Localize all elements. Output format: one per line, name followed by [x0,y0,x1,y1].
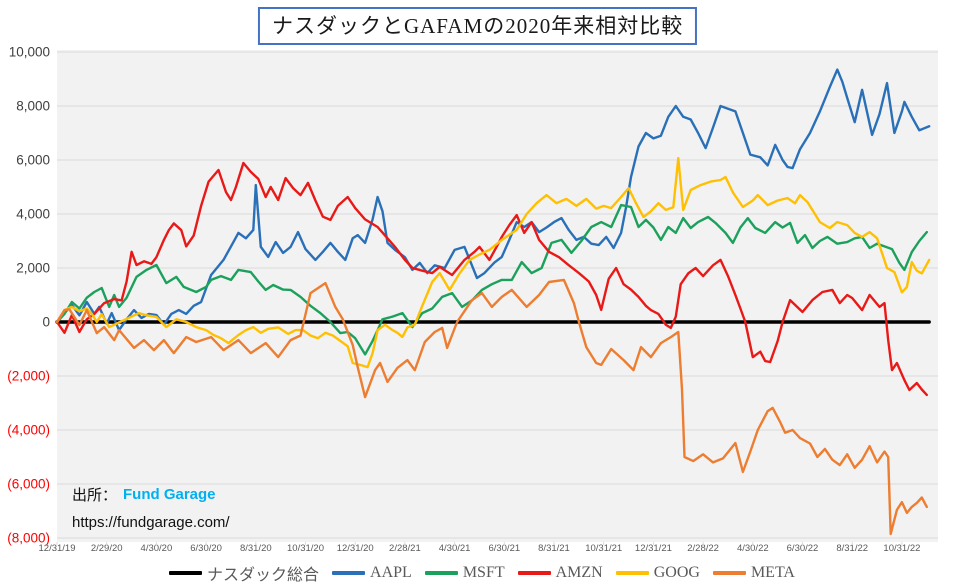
y-tick-label: 0 [42,315,50,330]
x-tick-label: 8/31/22 [836,543,868,554]
x-tick-label: 12/31/21 [635,543,672,554]
y-tick-label: 6,000 [16,153,50,168]
legend-item-msft: MSFT [424,564,505,582]
x-tick-label: 4/30/21 [439,543,471,554]
x-tick-label: 6/30/22 [787,543,819,554]
x-tick-label: 8/31/20 [240,543,272,554]
x-tick-label: 2/29/20 [91,543,123,554]
legend-label-amzn: AMZN [555,564,603,581]
source-url-link[interactable]: https://fundgarage.com/ [72,514,230,531]
legend-label-nasdaq: ナスダック総合 [207,567,320,584]
x-tick-label: 10/31/22 [883,543,920,554]
y-tick-label: 8,000 [16,99,50,114]
source-label: 出所： [72,487,118,504]
source-block: 出所： Fund Garage https://fundgarage.com/ [72,484,230,531]
x-tick-label: 12/31/19 [39,543,76,554]
x-tick-label: 12/31/20 [337,543,374,554]
x-tick-label: 2/28/22 [687,543,719,554]
legend-label-msft: MSFT [462,564,505,581]
series-line-AMZN [55,161,928,397]
legend-item-aapl: AAPL [332,564,412,582]
y-tick-label: (6,000) [7,477,50,492]
x-tick-label: 4/30/22 [737,543,769,554]
series-line-AAPL [55,68,931,332]
y-tick-label: 2,000 [16,261,50,276]
msft-line-swatch [424,571,458,575]
y-tick-label: (8,000) [7,531,50,546]
y-tick-label: (4,000) [7,423,50,438]
aapl-line-swatch [332,571,366,575]
x-tick-label: 8/31/21 [538,543,570,554]
plot-area [57,50,938,542]
chart-legend: ナスダック総合 AAPL MSFT AMZN GOOG META [0,561,964,585]
legend-label-aapl: AAPL [370,564,412,581]
series-line-GOOG [55,156,931,369]
series-line-MSFT [55,203,928,356]
legend-label-meta: META [750,564,795,581]
chart-title-text: ナスダックとGAFAMの2020年来相対比較 [271,14,684,38]
y-tick-label: 4,000 [16,207,50,222]
y-tick-label: (2,000) [7,369,50,384]
x-axis-labels: 12/31/19 2/29/20 4/30/20 6/30/20 8/31/20 10/3… [39,542,920,554]
legend-item-goog: GOOG [615,564,700,582]
x-tick-label: 2/28/21 [389,543,421,554]
legend-label-goog: GOOG [653,564,700,581]
y-axis-labels: 10,000 8,000 6,000 4,000 2,000 0 (2,000) (4,000… [7,45,50,546]
x-tick-label: 10/31/21 [585,543,622,554]
nasdaq-line-swatch [169,571,203,575]
x-tick-label: 10/31/20 [287,543,324,554]
y-tick-label: 10,000 [9,45,50,60]
legend-item-amzn: AMZN [517,564,603,582]
source-name-link[interactable]: Fund Garage [123,486,216,503]
meta-line-swatch [712,571,746,575]
x-tick-label: 6/30/21 [488,543,520,554]
series-line-META [55,278,928,536]
x-tick-label: 4/30/20 [141,543,173,554]
plot-background [57,50,938,542]
goog-line-swatch [615,571,649,575]
legend-item-meta: META [712,564,795,582]
x-tick-label: 6/30/20 [190,543,222,554]
legend-item-nasdaq: ナスダック総合 [169,561,319,585]
amzn-line-swatch [517,571,551,575]
series-lines [55,68,931,536]
chart-title: ナスダックとGAFAMの2020年来相対比較 [257,7,698,45]
